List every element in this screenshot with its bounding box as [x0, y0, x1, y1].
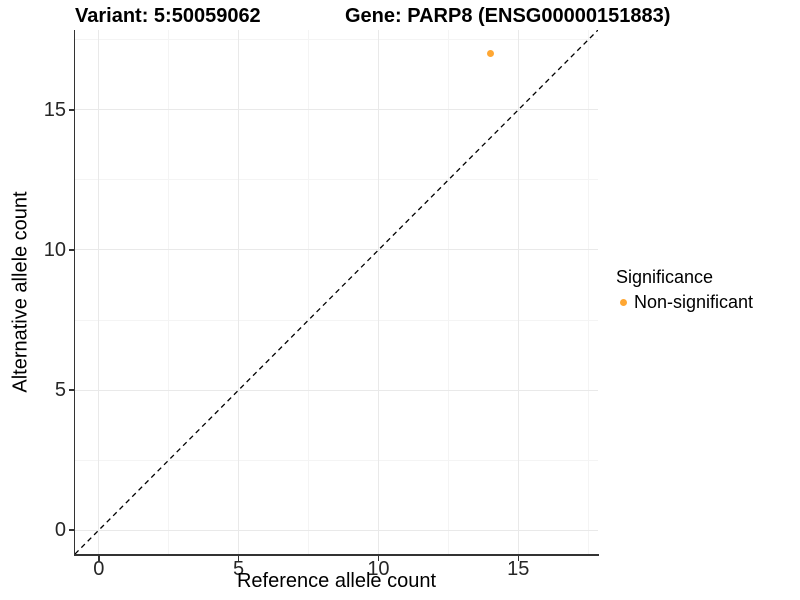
- identity-line: [75, 30, 598, 554]
- gridline-x-minor: [168, 30, 170, 554]
- y-tick-label: 15: [43, 98, 66, 121]
- x-tick-mark: [377, 555, 380, 561]
- gridline-x-minor: [308, 30, 310, 554]
- x-tick-mark: [98, 555, 100, 561]
- gridline-x-major: [517, 30, 519, 554]
- data-point: [486, 50, 494, 58]
- y-tick-label: 10: [43, 238, 66, 261]
- legend-entry: Non-significant: [616, 290, 753, 314]
- gridline-y-minor: [75, 179, 598, 181]
- legend-entry-label: Non-significant: [634, 292, 754, 312]
- gridline-y-major: [75, 389, 598, 391]
- y-axis-title: Alternative allele count: [9, 191, 32, 393]
- x-axis-title: Reference allele count: [236, 570, 436, 592]
- gridline-x-major: [98, 30, 100, 554]
- x-tick-mark: [517, 555, 520, 561]
- gridline-y-minor: [75, 39, 598, 41]
- gridline-y-minor: [75, 319, 598, 321]
- x-axis-line: [73, 554, 599, 556]
- legend-key-dot: [620, 298, 627, 306]
- gridline-y-major: [75, 529, 598, 531]
- gridline-y-major: [75, 249, 598, 251]
- y-tick-mark: [69, 529, 74, 531]
- legend-title: Significance: [616, 267, 714, 287]
- legend: Significance Non-significant: [616, 265, 753, 314]
- legend-entries: Non-significant: [616, 290, 753, 314]
- x-tick-label: 10: [367, 558, 390, 580]
- gridline-x-minor: [587, 30, 589, 554]
- gridline-x-major: [377, 30, 379, 554]
- gridline-x-minor: [447, 30, 449, 554]
- y-axis-line: [73, 30, 75, 556]
- y-tick-label: 0: [54, 519, 66, 542]
- x-tick-label: 15: [507, 558, 530, 580]
- y-tick-mark: [69, 389, 74, 391]
- y-tick-mark: [69, 109, 74, 111]
- gridline-x-major: [238, 30, 240, 554]
- gridline-y-major: [75, 109, 598, 111]
- x-tick-label: 5: [233, 558, 245, 580]
- plot-panel: [75, 30, 598, 554]
- gene-title: Gene: PARP8 (ENSG00000151883): [345, 5, 671, 27]
- y-tick-label: 5: [54, 379, 66, 402]
- x-tick-mark: [237, 555, 240, 561]
- gridline-y-minor: [75, 459, 598, 461]
- y-tick-mark: [69, 249, 74, 251]
- variant-title: Variant: 5:50059062: [75, 5, 261, 27]
- x-tick-label: 0: [93, 558, 105, 580]
